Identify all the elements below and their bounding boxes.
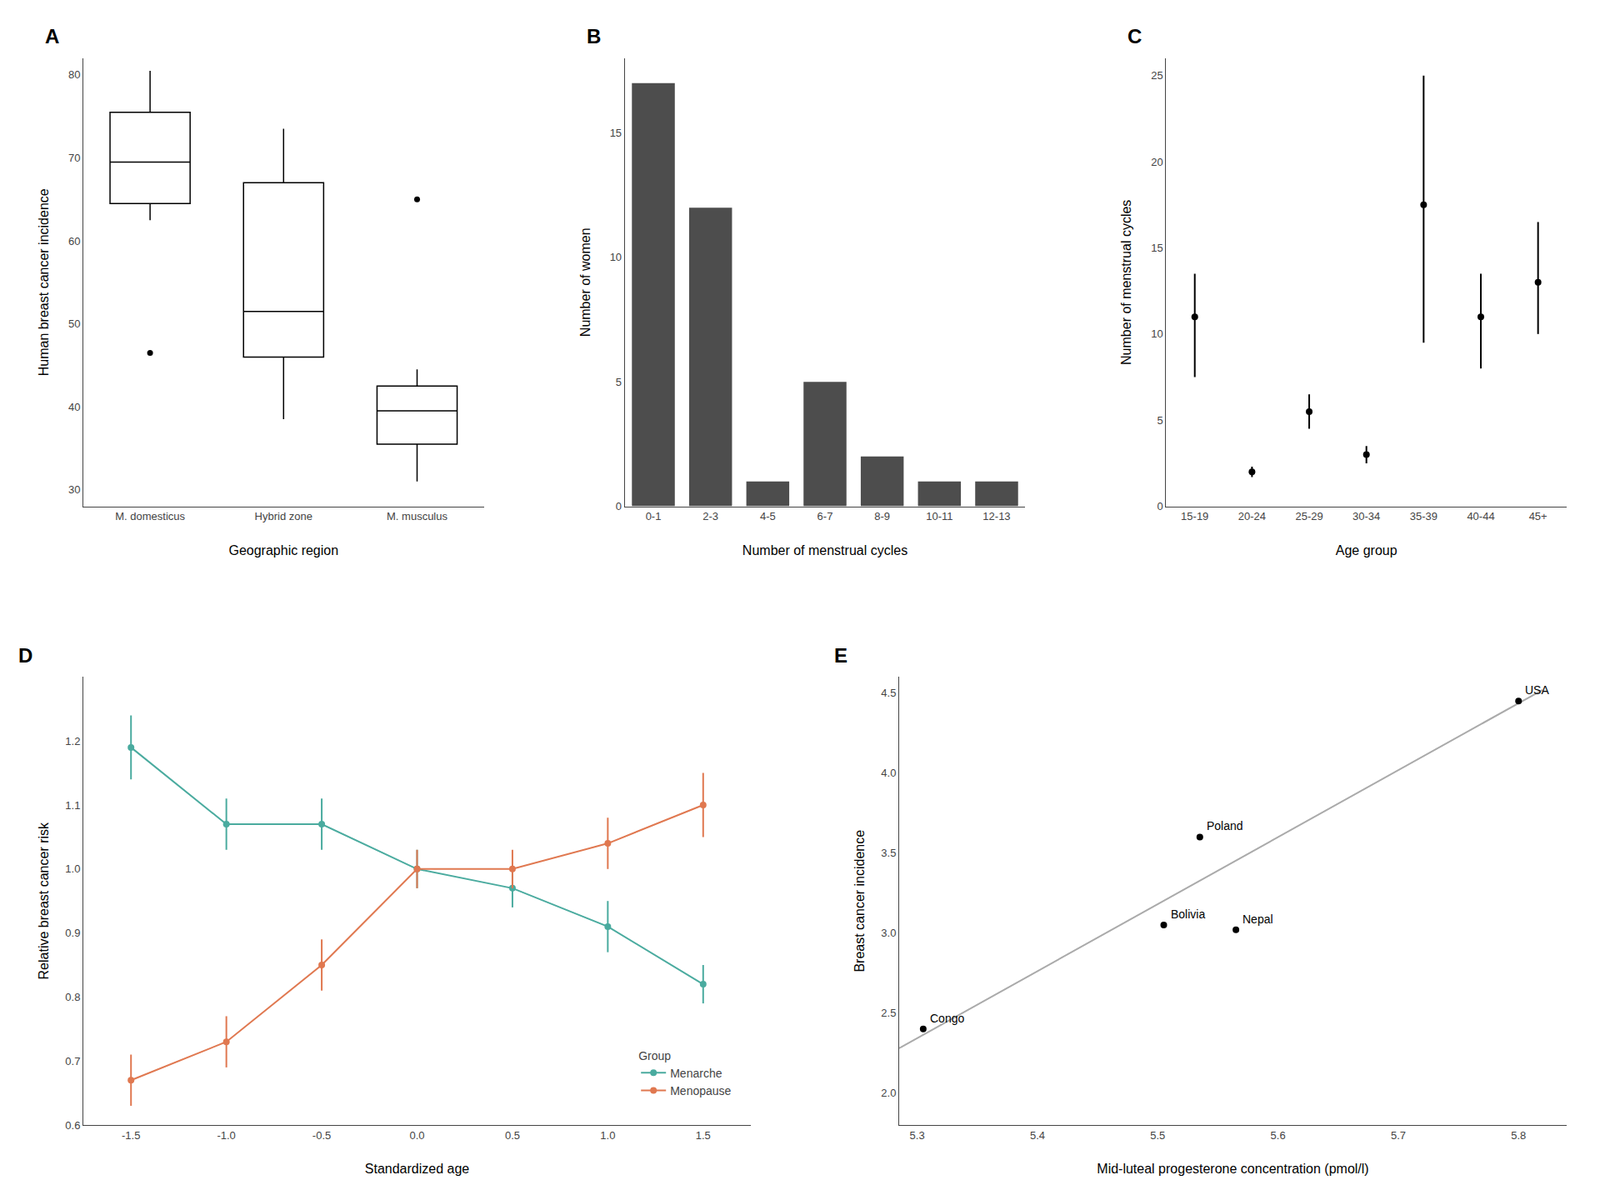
svg-text:Number of menstrual cycles: Number of menstrual cycles bbox=[742, 543, 908, 558]
svg-text:0.0: 0.0 bbox=[409, 1129, 425, 1142]
svg-text:1.0: 1.0 bbox=[65, 862, 80, 875]
svg-text:Number of menstrual cycles: Number of menstrual cycles bbox=[1119, 200, 1134, 365]
svg-text:1.5: 1.5 bbox=[695, 1129, 711, 1142]
svg-text:10: 10 bbox=[610, 250, 622, 264]
svg-text:Bolivia: Bolivia bbox=[1170, 907, 1205, 921]
svg-text:Nepal: Nepal bbox=[1242, 912, 1274, 926]
svg-text:2-3: 2-3 bbox=[702, 510, 719, 523]
svg-text:Age group: Age group bbox=[1335, 543, 1398, 558]
svg-text:15: 15 bbox=[1150, 241, 1163, 255]
svg-text:USA: USA bbox=[1525, 683, 1550, 697]
svg-text:2.0: 2.0 bbox=[880, 1086, 896, 1100]
svg-text:Menarche: Menarche bbox=[670, 1066, 722, 1080]
svg-text:M. musculus: M. musculus bbox=[386, 510, 448, 523]
svg-text:0.6: 0.6 bbox=[65, 1119, 80, 1132]
svg-text:0.8: 0.8 bbox=[65, 990, 80, 1004]
svg-text:M. domesticus: M. domesticus bbox=[115, 510, 185, 523]
svg-text:25-29: 25-29 bbox=[1295, 510, 1323, 523]
svg-text:40-44: 40-44 bbox=[1466, 510, 1495, 523]
svg-text:D: D bbox=[18, 644, 33, 667]
svg-text:4.5: 4.5 bbox=[880, 686, 896, 700]
svg-text:5.6: 5.6 bbox=[1270, 1129, 1286, 1142]
svg-text:5.7: 5.7 bbox=[1390, 1129, 1406, 1142]
svg-text:30: 30 bbox=[68, 483, 80, 496]
svg-text:E: E bbox=[834, 644, 848, 667]
svg-text:Relative breast cancer risk: Relative breast cancer risk bbox=[36, 821, 51, 980]
svg-text:5.4: 5.4 bbox=[1030, 1129, 1045, 1142]
svg-text:35-39: 35-39 bbox=[1410, 510, 1438, 523]
svg-text:Hybrid zone: Hybrid zone bbox=[255, 510, 313, 523]
svg-text:12-13: 12-13 bbox=[982, 510, 1010, 523]
svg-text:80: 80 bbox=[68, 68, 80, 81]
svg-text:5.5: 5.5 bbox=[1150, 1129, 1165, 1142]
svg-text:60: 60 bbox=[68, 235, 80, 248]
svg-text:Poland: Poland bbox=[1206, 819, 1244, 833]
svg-text:Number of women: Number of women bbox=[578, 227, 593, 337]
svg-text:4.0: 4.0 bbox=[880, 766, 896, 780]
svg-text:-1.0: -1.0 bbox=[216, 1129, 235, 1142]
svg-text:45+: 45+ bbox=[1529, 510, 1548, 523]
svg-text:30-34: 30-34 bbox=[1352, 510, 1380, 523]
svg-text:0: 0 bbox=[615, 500, 622, 513]
svg-text:-1.5: -1.5 bbox=[121, 1129, 140, 1142]
svg-text:0.7: 0.7 bbox=[65, 1055, 80, 1068]
svg-text:-0.5: -0.5 bbox=[312, 1129, 331, 1142]
svg-text:15: 15 bbox=[610, 126, 622, 140]
svg-text:1.0: 1.0 bbox=[600, 1129, 615, 1142]
svg-text:20: 20 bbox=[1150, 155, 1163, 169]
svg-text:4-5: 4-5 bbox=[760, 510, 776, 523]
svg-text:0.9: 0.9 bbox=[65, 926, 80, 940]
svg-text:2.5: 2.5 bbox=[880, 1006, 896, 1020]
svg-text:15-19: 15-19 bbox=[1180, 510, 1209, 523]
svg-text:5: 5 bbox=[615, 375, 622, 389]
svg-text:1.2: 1.2 bbox=[65, 735, 80, 748]
svg-text:10-11: 10-11 bbox=[925, 510, 953, 523]
svg-text:Congo: Congo bbox=[930, 1011, 965, 1025]
svg-text:Geographic region: Geographic region bbox=[228, 543, 339, 558]
svg-text:25: 25 bbox=[1150, 69, 1163, 82]
svg-text:40: 40 bbox=[68, 400, 80, 414]
svg-text:3.5: 3.5 bbox=[880, 846, 896, 860]
svg-text:6-7: 6-7 bbox=[817, 510, 834, 523]
svg-text:10: 10 bbox=[1150, 327, 1163, 340]
svg-text:Group: Group bbox=[638, 1049, 671, 1063]
svg-text:3.0: 3.0 bbox=[880, 926, 896, 940]
svg-text:Standardized age: Standardized age bbox=[365, 1161, 470, 1176]
svg-text:A: A bbox=[45, 25, 60, 48]
svg-text:C: C bbox=[1127, 25, 1142, 48]
svg-text:0.5: 0.5 bbox=[505, 1129, 520, 1142]
svg-text:Human breast cancer incidence: Human breast cancer incidence bbox=[36, 188, 51, 376]
svg-text:5.3: 5.3 bbox=[910, 1129, 925, 1142]
svg-text:0: 0 bbox=[1157, 500, 1164, 513]
svg-text:Mid-luteal progesterone concen: Mid-luteal progesterone concentration (p… bbox=[1096, 1161, 1369, 1176]
svg-text:5.8: 5.8 bbox=[1510, 1129, 1526, 1142]
svg-text:B: B bbox=[586, 25, 601, 48]
svg-text:1.1: 1.1 bbox=[65, 799, 80, 812]
svg-text:Menopause: Menopause bbox=[670, 1084, 731, 1098]
svg-text:Breast cancer incidence: Breast cancer incidence bbox=[852, 830, 867, 973]
svg-text:50: 50 bbox=[68, 317, 80, 330]
svg-text:8-9: 8-9 bbox=[874, 510, 890, 523]
svg-text:5: 5 bbox=[1157, 414, 1164, 427]
svg-text:20-24: 20-24 bbox=[1238, 510, 1266, 523]
svg-text:70: 70 bbox=[68, 151, 80, 165]
svg-text:0-1: 0-1 bbox=[645, 510, 662, 523]
